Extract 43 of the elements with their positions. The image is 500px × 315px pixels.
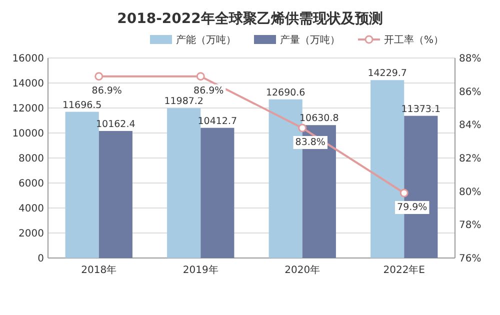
- legend-label: 产能（万吨）: [176, 34, 236, 46]
- bar: [65, 112, 99, 258]
- data-label: 14229.7: [368, 68, 407, 80]
- chart-title: 2018-2022年全球聚乙烯供需现状及预测: [117, 11, 383, 27]
- data-label: 11373.1: [401, 104, 441, 115]
- y-tick-label: 10000: [12, 128, 44, 140]
- point: [400, 188, 408, 198]
- x-tick-label: 2019年: [182, 264, 218, 276]
- x-tick-label: 2022年E: [383, 264, 426, 276]
- y2-tick-label: 88%: [459, 54, 482, 64]
- legend-label: 产量（万吨）: [280, 34, 340, 46]
- data-label: 10412.7: [198, 116, 238, 127]
- y-tick-label: 16000: [12, 54, 44, 64]
- point: [298, 124, 307, 132]
- y-tick-label: 14000: [12, 78, 44, 90]
- y-tick-label: 4000: [18, 204, 44, 214]
- data-label: 11987.2: [164, 96, 204, 108]
- data-label: 12690.6: [266, 87, 306, 98]
- y2-tick-label: 86%: [459, 86, 482, 98]
- y2-tick-label: 78%: [459, 220, 482, 232]
- data-label: 83.8%: [295, 137, 326, 148]
- x-tick-label: 2020年: [284, 264, 320, 276]
- data-label: 10630.8: [300, 113, 339, 124]
- y-tick-label: 2000: [18, 228, 44, 240]
- y2-tick-label: 84%: [459, 120, 482, 132]
- bar: [98, 130, 132, 258]
- point: [196, 72, 205, 81]
- data-label: 11696.5: [62, 100, 102, 111]
- legend-label: 开工率（%）: [384, 34, 444, 46]
- data-label: 86.9%: [92, 85, 122, 96]
- y-tick-label: 12000: [12, 104, 44, 114]
- bar: [200, 128, 234, 258]
- y2-tick-label: 76%: [459, 254, 482, 264]
- y-tick-label: 6000: [18, 178, 44, 190]
- y2-tick-label: 80%: [459, 186, 482, 198]
- y-tick-label: 8000: [18, 154, 44, 164]
- data-label: 86.9%: [194, 85, 224, 96]
- y2-tick-label: 82%: [459, 154, 482, 164]
- y-tick-label: 0: [38, 254, 44, 264]
- point: [94, 72, 104, 81]
- data-label: 10162.4: [96, 118, 136, 130]
- data-label: 79.9%: [397, 202, 428, 213]
- x-tick-label: 2018年: [81, 264, 117, 276]
